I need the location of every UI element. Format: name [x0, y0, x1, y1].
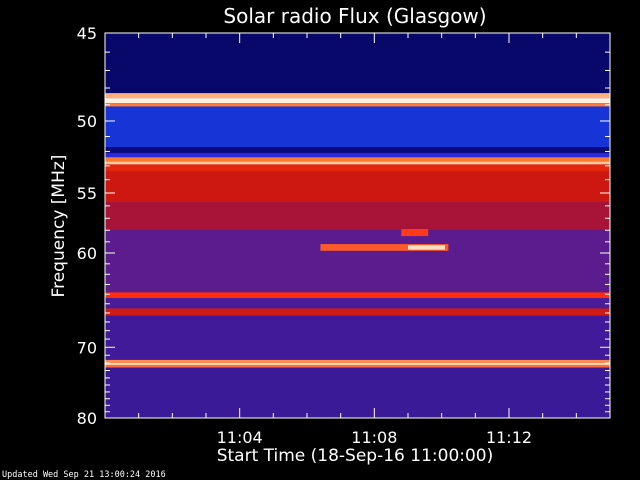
frequency-band-18: [105, 363, 610, 366]
frequency-band-14: [105, 298, 610, 309]
frequency-band-13: [105, 292, 610, 299]
frequency-band-16: [105, 315, 610, 360]
radio-burst-2: [408, 245, 446, 250]
y-tick-label-60: 60: [77, 244, 97, 263]
frequency-band-0: [105, 33, 610, 94]
y-axis-ticks: 45 50 55 60 70 80: [77, 24, 610, 428]
radio-bursts: [320, 229, 449, 251]
frequency-band-7: [105, 157, 610, 162]
frequency-bands: [105, 33, 610, 418]
frequency-band-3: [105, 103, 610, 107]
x-axis-label: Start Time (18-Sep-16 11:00:00): [217, 446, 494, 466]
frequency-band-6: [105, 152, 610, 158]
frequency-band-11: [105, 202, 610, 231]
frequency-band-5: [105, 147, 610, 153]
frequency-band-1: [105, 93, 610, 99]
frequency-band-2: [105, 98, 610, 104]
frequency-band-19: [105, 365, 610, 368]
frequency-band-12: [105, 230, 610, 293]
frequency-band-15: [105, 308, 610, 316]
y-tick-label-55: 55: [77, 184, 97, 203]
radio-burst-1: [401, 229, 429, 237]
frequency-band-17: [105, 359, 610, 363]
x-axis-ticks: 11:04 11:08 11:12: [138, 33, 577, 447]
frequency-band-20: [105, 367, 610, 418]
x-tick-label-12: 11:12: [486, 428, 532, 447]
y-tick-label-45: 45: [77, 24, 97, 43]
frequency-band-4: [105, 106, 610, 148]
plot-border: [104, 32, 611, 419]
frequency-band-10: [105, 171, 610, 203]
y-axis-label: Frequency [MHz]: [49, 155, 69, 298]
chart-title: Solar radio Flux (Glasgow): [223, 4, 486, 28]
update-timestamp: Updated Wed Sep 21 13:00:24 2016: [2, 470, 166, 480]
x-tick-label-8: 11:08: [351, 428, 397, 447]
x-tick-label-4: 11:04: [217, 428, 263, 447]
y-tick-label-50: 50: [77, 112, 97, 131]
y-tick-label-70: 70: [77, 338, 97, 357]
frequency-band-9: [105, 164, 610, 172]
axis-frame: [104, 32, 611, 419]
frequency-band-8: [105, 161, 610, 165]
y-tick-label-80: 80: [77, 409, 97, 428]
radio-burst-0: [320, 244, 449, 251]
